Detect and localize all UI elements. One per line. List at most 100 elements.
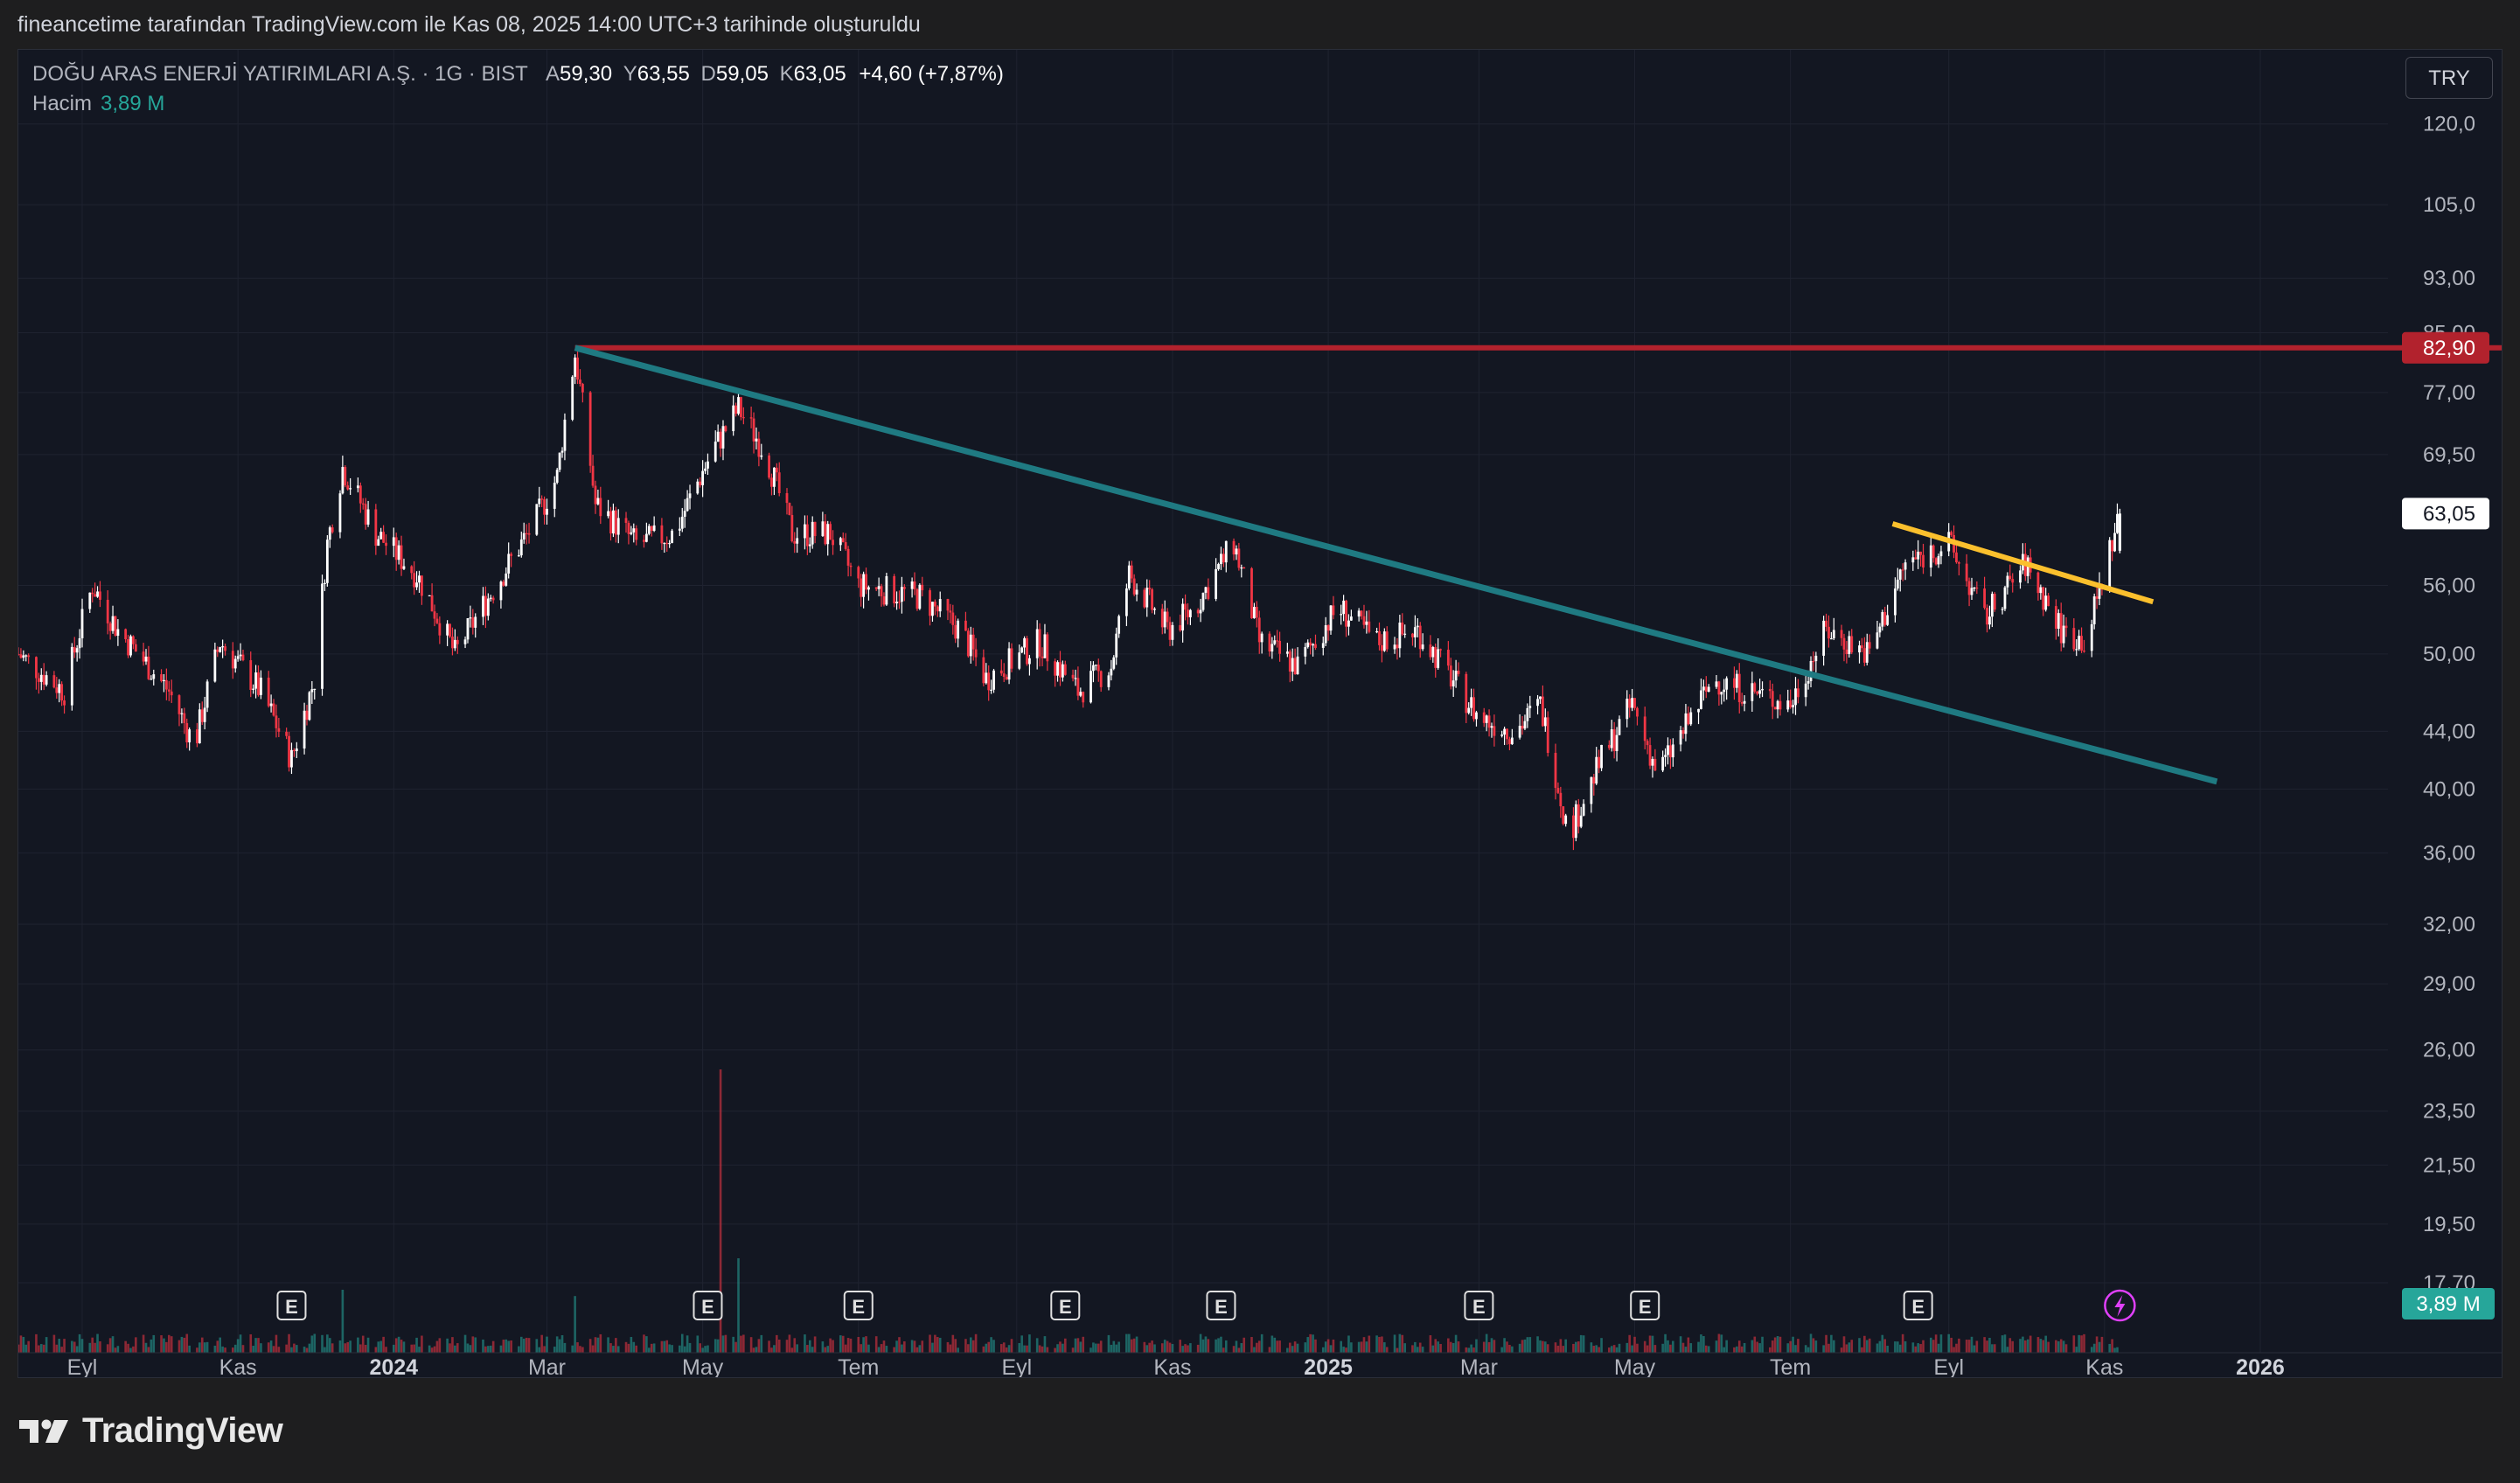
- volume-bar: [1806, 1347, 1810, 1353]
- candle-body: [415, 582, 418, 588]
- candle-body: [1661, 756, 1665, 771]
- header-note: fineancetime tarafından TradingView.com …: [17, 12, 921, 37]
- candle-body: [1215, 568, 1218, 599]
- volume-bar: [402, 1341, 406, 1353]
- candle-body: [721, 426, 725, 449]
- price-axis-label-14: 23,50: [2423, 1100, 2475, 1124]
- candle-body: [1725, 678, 1729, 690]
- candle-body: [1187, 609, 1189, 617]
- candle-body: [1720, 692, 1723, 695]
- earnings-badge[interactable]: [1630, 1291, 1660, 1320]
- open-value: 59,30: [560, 62, 613, 86]
- chart-panel[interactable]: 120,0105,093,0085,0077,0069,5056,0050,00…: [17, 49, 2503, 1378]
- volume-value: 3,89 M: [101, 92, 165, 115]
- earnings-badge[interactable]: [693, 1291, 723, 1320]
- candle-body: [1345, 600, 1347, 627]
- volume-bar: [1886, 1346, 1889, 1353]
- earnings-badge[interactable]: [1903, 1291, 1933, 1320]
- candle-body: [1950, 532, 1953, 535]
- candle-body: [127, 639, 129, 656]
- volume-bar: [1092, 1342, 1095, 1353]
- earnings-badge-letter: E: [1215, 1296, 1228, 1318]
- volume-bar: [129, 1347, 132, 1353]
- candle-body: [1881, 611, 1884, 627]
- candle-body: [70, 646, 73, 706]
- volume-bar: [1260, 1333, 1263, 1353]
- candle-body: [1615, 735, 1619, 751]
- candle-body: [241, 654, 245, 661]
- volume-bar: [1965, 1340, 1968, 1353]
- candle-body: [474, 616, 477, 628]
- symbol-title[interactable]: DOĞU ARAS ENERJİ YATIRIMLARI A.Ş. · 1G ·…: [32, 62, 528, 86]
- candle-body: [1002, 673, 1006, 678]
- candle-body: [60, 684, 64, 701]
- candle-body: [1201, 592, 1205, 610]
- volume-bar: [1792, 1336, 1794, 1353]
- candle-body: [167, 689, 171, 692]
- volume-bar: [721, 1335, 725, 1353]
- tradingview-logo[interactable]: TradingView: [19, 1411, 283, 1451]
- candle-body: [877, 586, 881, 589]
- volume-bar: [510, 1340, 512, 1353]
- volume-bar: [313, 1333, 317, 1353]
- volume-bar: [1347, 1335, 1350, 1353]
- earnings-badge[interactable]: [843, 1291, 874, 1320]
- candle-body: [1207, 587, 1210, 599]
- candle-body: [770, 477, 773, 487]
- candle-body: [660, 525, 664, 544]
- volume-bar: [1357, 1341, 1361, 1353]
- volume-bar: [1220, 1336, 1222, 1353]
- candle-body: [522, 533, 526, 540]
- volume-bar: [1207, 1339, 1210, 1353]
- volume-bar: [99, 1341, 101, 1353]
- candle-body: [964, 620, 967, 631]
- time-axis-label-2: 2024: [369, 1355, 418, 1377]
- volume-bar: [178, 1340, 181, 1353]
- candle-body: [1020, 647, 1024, 653]
- volume-bar: [1418, 1342, 1422, 1353]
- volume-bar: [699, 1343, 702, 1353]
- candle-body: [2098, 583, 2101, 599]
- candle-body: [1135, 589, 1138, 595]
- volume-label[interactable]: Hacim: [32, 92, 93, 115]
- volume-bar: [1773, 1337, 1777, 1353]
- candle-body: [1061, 664, 1064, 678]
- candle-body: [499, 581, 503, 601]
- volume-bar: [2003, 1334, 2007, 1353]
- candle-body: [305, 710, 309, 721]
- volume-bar: [1350, 1342, 1353, 1353]
- candle-body: [1457, 671, 1460, 674]
- candle-body: [1740, 702, 1744, 704]
- earnings-badge[interactable]: [1206, 1291, 1236, 1320]
- candle-body: [385, 542, 387, 547]
- volume-bar: [553, 1347, 556, 1353]
- candle-body: [1814, 655, 1818, 662]
- candle-body: [1990, 594, 1994, 617]
- candle-body: [463, 639, 467, 644]
- candle-body: [313, 688, 317, 691]
- volume-bar: [1054, 1347, 1056, 1353]
- currency-button[interactable]: TRY: [2405, 57, 2493, 99]
- volume-bar: [1273, 1337, 1277, 1353]
- candle-body: [805, 524, 809, 547]
- volume-bar: [1575, 1341, 1577, 1353]
- candle-body: [686, 498, 689, 512]
- volume-bar: [1398, 1333, 1402, 1353]
- candle-body: [1485, 715, 1488, 723]
- candle-body: [665, 542, 669, 545]
- candle-body: [1151, 588, 1153, 610]
- volume-bar: [862, 1337, 865, 1353]
- earnings-badge[interactable]: [276, 1291, 307, 1320]
- candle-body: [1220, 554, 1222, 565]
- volume-bar: [719, 1069, 722, 1353]
- earnings-badge[interactable]: [1464, 1291, 1494, 1320]
- volume-bar: [1250, 1337, 1253, 1353]
- time-axis-label-14: 2026: [2236, 1355, 2285, 1377]
- candle-body: [668, 542, 672, 545]
- earnings-badge[interactable]: [1050, 1291, 1081, 1320]
- volume-bar: [1020, 1335, 1023, 1353]
- chart-canvas[interactable]: 120,0105,093,0085,0077,0069,5056,0050,00…: [18, 50, 2502, 1377]
- volume-bar: [303, 1347, 306, 1353]
- volume-bar: [1475, 1339, 1478, 1353]
- candle-body: [594, 485, 597, 505]
